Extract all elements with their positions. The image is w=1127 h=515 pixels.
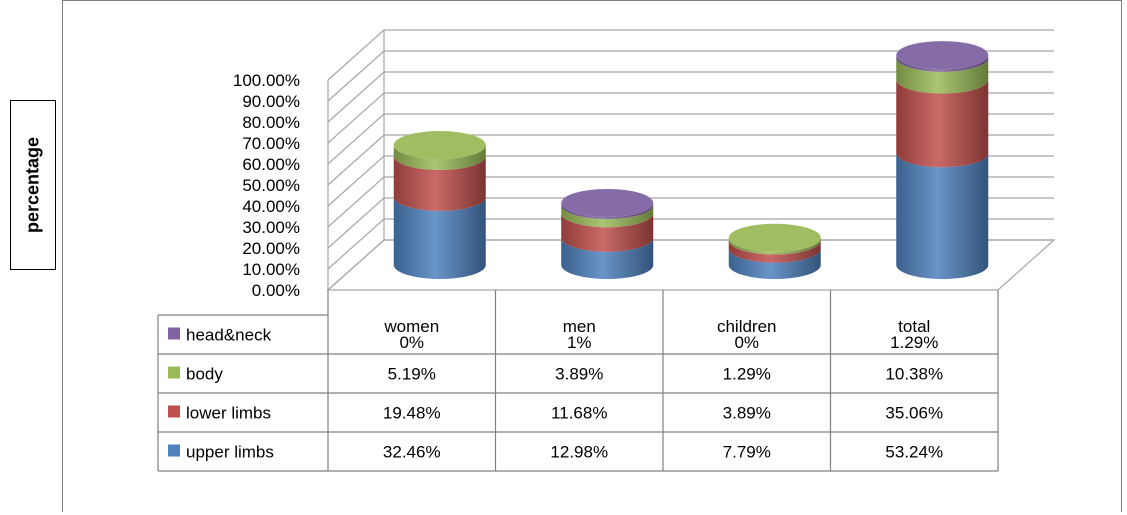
y-tick-label: 70.00% xyxy=(242,134,300,153)
cylinder-top-cap xyxy=(561,188,654,217)
y-tick-label: 60.00% xyxy=(242,155,300,174)
y-tick-label: 30.00% xyxy=(242,218,300,237)
cylinder-segment-upper-limbs xyxy=(393,196,486,279)
y-tick-label: 50.00% xyxy=(242,176,300,195)
cylinder-segment-body xyxy=(393,145,486,170)
table-value-cell: 3.89% xyxy=(555,365,603,384)
y-tick-label: 100.00% xyxy=(233,71,300,90)
cylinder-top-cap xyxy=(896,41,989,70)
table-value-cell: 0% xyxy=(734,333,759,352)
gridline-side xyxy=(327,71,385,123)
cylinder-segment-body xyxy=(896,57,989,94)
legend-key-label: upper limbs xyxy=(186,443,274,462)
legend-key-swatch xyxy=(168,444,180,457)
x-category-label: men xyxy=(563,317,596,336)
gridline-side xyxy=(327,155,385,207)
x-category-label: total xyxy=(898,317,930,336)
gridline-side xyxy=(327,218,385,270)
gridline-side xyxy=(327,197,385,249)
table-value-cell: 53.24% xyxy=(885,443,943,462)
cylinder-top-cap xyxy=(728,223,821,252)
table-value-cell: 3.89% xyxy=(723,404,771,423)
table-value-cell: 1.29% xyxy=(890,333,938,352)
y-axis-label-box: percentage xyxy=(10,100,56,270)
x-category-label: children xyxy=(717,317,777,336)
table-value-cell: 12.98% xyxy=(550,443,608,462)
cylinder-segment-upper-limbs xyxy=(728,248,821,279)
gridline-side xyxy=(327,134,385,186)
y-tick-label: 20.00% xyxy=(242,239,300,258)
floor xyxy=(326,239,1056,291)
cylinder-segment-upper-limbs xyxy=(896,153,989,279)
cylinder-segment-body xyxy=(728,237,821,255)
cylinder-segment-lower-limbs xyxy=(393,155,486,211)
legend-key-label: head&neck xyxy=(186,326,272,345)
gridline-side xyxy=(327,176,385,228)
table-value-cell: 32.46% xyxy=(383,443,441,462)
table-value-cell: 10.38% xyxy=(885,365,943,384)
x-category-label: women xyxy=(383,317,439,336)
table-value-cell: 0% xyxy=(399,333,424,352)
table-value-cell: 1% xyxy=(567,333,592,352)
table-value-cell: 1.29% xyxy=(723,365,771,384)
table-value-cell: 35.06% xyxy=(885,404,943,423)
y-tick-label: 80.00% xyxy=(242,113,300,132)
legend-key-swatch xyxy=(168,366,180,379)
legend-key-swatch xyxy=(168,405,180,418)
gridline-side xyxy=(327,92,385,144)
gridline-side xyxy=(327,50,385,102)
table-value-cell: 11.68% xyxy=(551,404,607,423)
cylinder-top-cap xyxy=(393,131,486,160)
table-value-cell: 19.48% xyxy=(383,404,441,423)
y-tick-label: 90.00% xyxy=(242,92,300,111)
cylinder-segment-lower-limbs xyxy=(561,213,654,252)
legend-key-swatch xyxy=(168,327,180,340)
cylinder-segment-lower-limbs xyxy=(728,240,821,263)
legend-key-label: body xyxy=(186,365,223,384)
cylinder-segment-body xyxy=(561,205,654,228)
table-value-cell: 5.19% xyxy=(388,365,436,384)
y-tick-label: 10.00% xyxy=(242,260,300,279)
chart-frame xyxy=(62,0,1122,512)
legend-key-label: lower limbs xyxy=(186,404,271,423)
gridline-side xyxy=(327,29,385,81)
cylinder-segment-lower-limbs xyxy=(896,79,989,168)
y-tick-label: 40.00% xyxy=(242,197,300,216)
cylinder-segment-upper-limbs xyxy=(561,237,654,279)
y-tick-label: 0.00% xyxy=(252,281,300,300)
gridline-side xyxy=(327,113,385,165)
table-value-cell: 7.79% xyxy=(723,443,771,462)
cylinder-segment-head-neck xyxy=(896,55,989,72)
